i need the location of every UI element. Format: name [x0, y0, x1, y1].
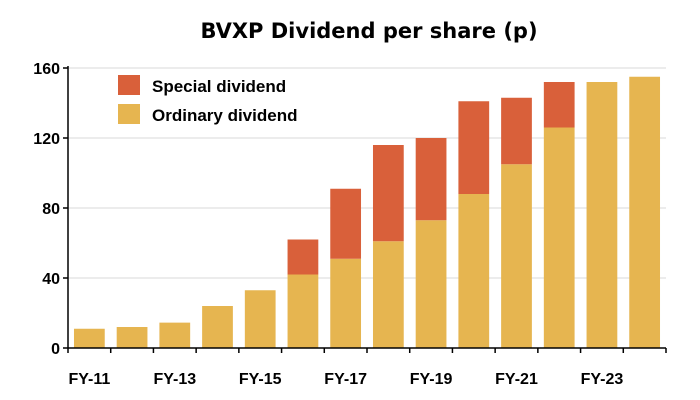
bar-ordinary-fy-20 [458, 194, 490, 348]
bar-ordinary-fy-24 [629, 76, 661, 348]
y-tick-label: 120 [33, 131, 60, 148]
y-tick-label: 160 [33, 61, 60, 78]
x-tick-label: FY-15 [239, 371, 282, 388]
bar-ordinary-fy-19 [415, 220, 447, 348]
bar-ordinary-fy-23 [586, 82, 618, 348]
legend-swatch-ordinary [118, 104, 140, 124]
legend-label-special: Special dividend [152, 77, 286, 96]
bar-ordinary-fy-15 [244, 290, 276, 348]
bar-ordinary-fy-21 [501, 164, 532, 348]
bar-ordinary-fy-16 [287, 274, 319, 348]
x-tick-label: FY-21 [495, 371, 538, 388]
bars [73, 76, 661, 348]
bar-ordinary-fy-18 [372, 241, 404, 348]
x-tick-labels: FY-11 FY-13 FY-15 FY-17 FY-19 FY-21 FY-23 [67, 348, 667, 388]
bar-ordinary-fy-13 [159, 322, 191, 348]
bar-special-fy-19 [415, 138, 447, 221]
bar-special-fy-20 [458, 101, 490, 194]
legend-swatch-special [118, 75, 140, 95]
y-tick-label: 0 [51, 341, 60, 358]
y-tick-label: 40 [42, 271, 60, 288]
y-tick-labels: 0 40 80 120 160 [33, 61, 68, 358]
bar-ordinary-fy-14 [202, 306, 233, 348]
legend: Special dividend Ordinary dividend [118, 75, 297, 125]
bar-special-fy-18 [372, 145, 404, 242]
x-tick-label: FY-23 [581, 371, 624, 388]
bar-ordinary-fy-22 [543, 127, 575, 348]
legend-label-ordinary: Ordinary dividend [152, 106, 297, 125]
bar-special-fy-16 [287, 239, 319, 275]
y-tick-label: 80 [42, 201, 60, 218]
bar-ordinary-fy-12 [116, 327, 148, 348]
bar-special-fy-21 [501, 97, 532, 165]
gridlines [68, 67, 666, 279]
x-tick-label: FY-17 [324, 371, 367, 388]
bar-special-fy-22 [543, 82, 575, 128]
x-tick-label: FY-19 [410, 371, 453, 388]
x-tick-label: FY-13 [153, 371, 196, 388]
bar-ordinary-fy-11 [73, 328, 105, 348]
chart-title: BVXP Dividend per share (p) [200, 19, 537, 43]
bar-special-fy-17 [330, 188, 362, 259]
x-tick-label: FY-11 [68, 371, 110, 388]
bar-ordinary-fy-17 [330, 258, 362, 348]
